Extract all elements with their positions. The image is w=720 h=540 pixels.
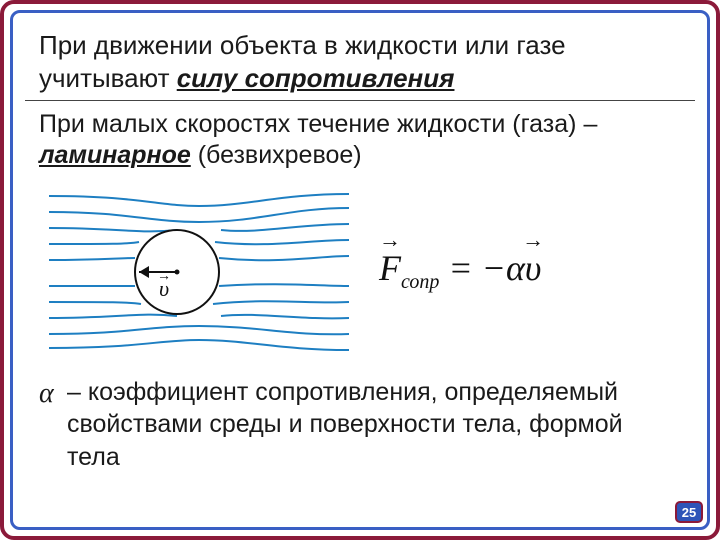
subtext: При малых скоростях течение жидкости (га…: [39, 109, 681, 172]
subtext-post: (безвихревое): [191, 141, 362, 169]
figure-row: υ→ Fсопр = −αυ: [39, 186, 681, 356]
page-number-badge: 25: [675, 501, 703, 523]
definition-text: – коэффициент сопротивления, определяемы…: [67, 376, 681, 474]
laminar-flow-diagram: υ→: [49, 186, 349, 356]
subtext-keyword: ламинарное: [39, 141, 191, 169]
drag-formula: Fсопр = −αυ: [379, 247, 541, 294]
slide-content: При движении объекта в жидкости или газе…: [25, 25, 695, 515]
page-number: 25: [682, 505, 696, 520]
outer-frame: При движении объекта в жидкости или газе…: [0, 0, 720, 540]
formula-eq: = −: [439, 248, 506, 288]
formula-alpha: α: [506, 248, 525, 288]
divider: [25, 100, 695, 101]
formula-v-letter: υ: [525, 248, 542, 288]
heading: При движении объекта в жидкости или газе…: [39, 29, 681, 94]
formula-v: υ: [525, 247, 542, 289]
inner-frame: При движении объекта в жидкости или газе…: [10, 10, 710, 530]
svg-text:→: →: [157, 267, 171, 283]
formula-F: F: [379, 247, 401, 289]
alpha-definition: α – коэффициент сопротивления, определяе…: [39, 376, 681, 474]
formula-sub: сопр: [401, 271, 439, 293]
subtext-pre: При малых скоростях течение жидкости (га…: [39, 110, 597, 138]
formula-F-letter: F: [379, 248, 401, 288]
heading-keyword: силу сопротивления: [177, 63, 455, 93]
definition-alpha: α: [39, 376, 61, 474]
